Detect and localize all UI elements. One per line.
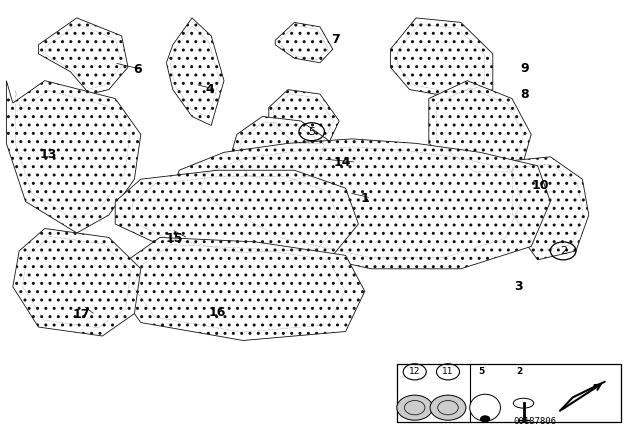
Polygon shape: [6, 81, 141, 233]
FancyBboxPatch shape: [397, 364, 621, 422]
Polygon shape: [173, 139, 550, 269]
Polygon shape: [166, 18, 224, 125]
Text: 5: 5: [478, 367, 484, 376]
Text: 12: 12: [409, 367, 420, 376]
Polygon shape: [38, 18, 128, 94]
Text: 10: 10: [532, 179, 550, 193]
Polygon shape: [13, 228, 141, 336]
Polygon shape: [429, 81, 531, 179]
Text: 15: 15: [165, 232, 183, 245]
Text: 5: 5: [308, 127, 315, 137]
Polygon shape: [506, 157, 589, 260]
Text: 6: 6: [133, 63, 142, 76]
Circle shape: [397, 395, 433, 420]
Polygon shape: [269, 90, 339, 148]
Circle shape: [480, 415, 490, 422]
Text: 13: 13: [39, 148, 57, 161]
Text: 11: 11: [442, 367, 454, 376]
Ellipse shape: [470, 394, 500, 421]
Text: 9: 9: [520, 61, 529, 75]
Polygon shape: [230, 116, 333, 188]
Polygon shape: [115, 237, 365, 340]
Polygon shape: [275, 22, 333, 63]
Text: 1: 1: [360, 191, 369, 205]
Ellipse shape: [513, 398, 534, 408]
Text: 3: 3: [514, 280, 523, 293]
Text: 4: 4: [205, 83, 214, 96]
Text: 16: 16: [209, 306, 227, 319]
Text: 00187806: 00187806: [513, 418, 556, 426]
Text: 8: 8: [520, 87, 529, 101]
Text: 14: 14: [333, 155, 351, 169]
Polygon shape: [115, 170, 358, 260]
Text: 2: 2: [559, 246, 567, 256]
Text: 2: 2: [516, 367, 523, 376]
Text: 17: 17: [72, 308, 90, 322]
Circle shape: [430, 395, 466, 420]
Text: 7: 7: [332, 33, 340, 46]
Polygon shape: [390, 18, 493, 99]
